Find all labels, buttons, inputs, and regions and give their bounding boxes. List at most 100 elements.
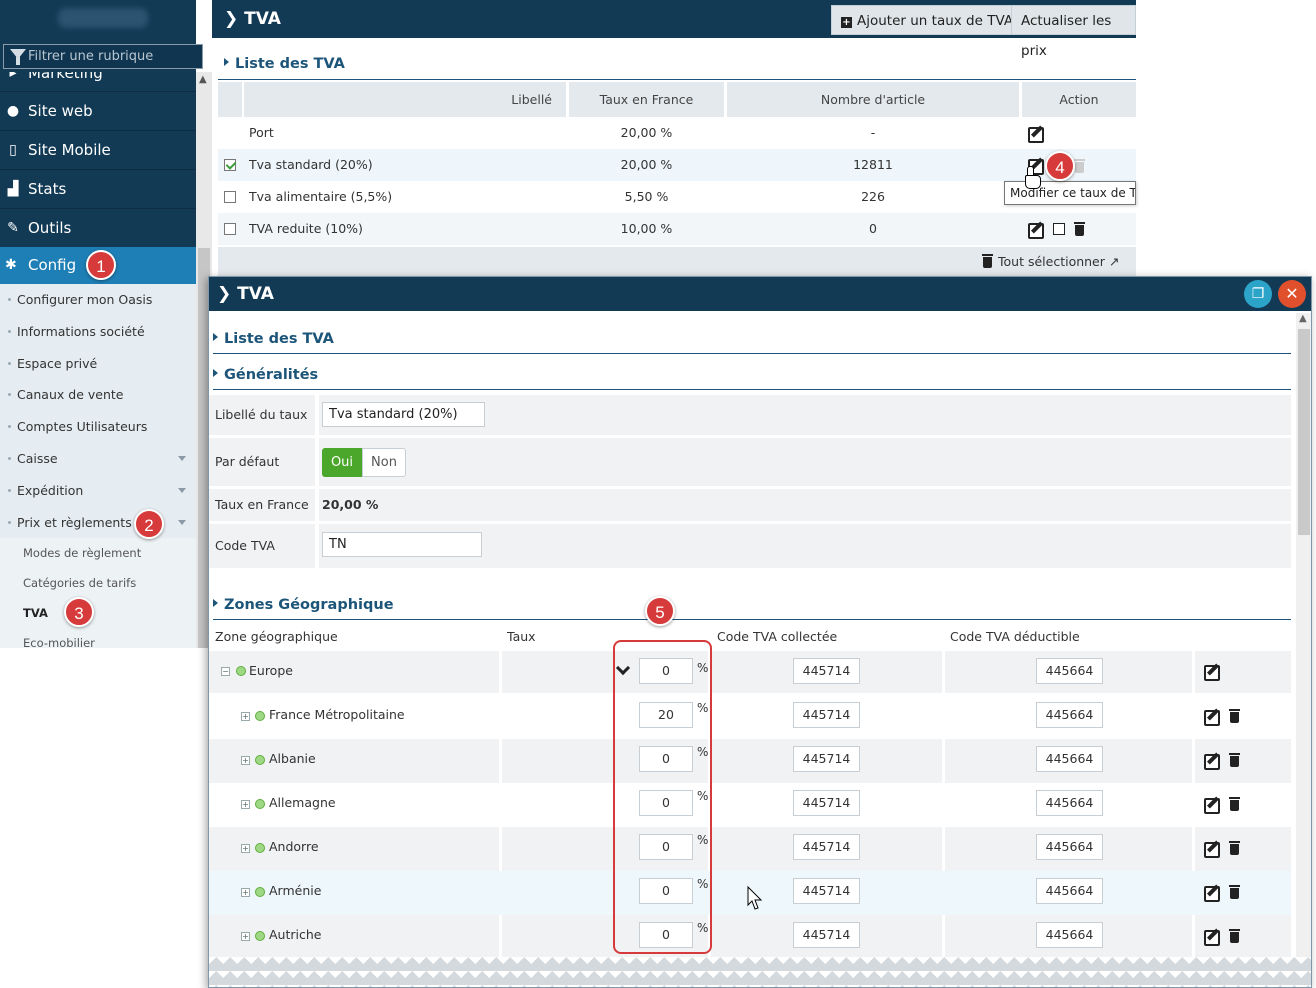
scrollbar-thumb[interactable]: [198, 248, 210, 648]
deductible-code-input[interactable]: 445664: [1036, 702, 1103, 728]
row-rate: 20,00 %: [620, 157, 673, 172]
expand-icon[interactable]: +: [241, 756, 250, 765]
edit-icon[interactable]: [1204, 797, 1221, 814]
trash-icon[interactable]: [1229, 709, 1240, 723]
expand-icon[interactable]: +: [241, 712, 250, 721]
section-title-zones[interactable]: Zones Géographique: [213, 597, 394, 613]
edit-icon[interactable]: [1204, 929, 1221, 946]
page-title: ❯ TVA: [224, 9, 281, 29]
submenu-item-prix[interactable]: Prix et règlements: [0, 507, 196, 539]
column-header-count[interactable]: Nombre d'article: [727, 82, 1019, 117]
close-button[interactable]: ✕: [1278, 280, 1306, 308]
edit-icon[interactable]: [1028, 126, 1045, 143]
expand-icon[interactable]: +: [241, 844, 250, 853]
submenu-item[interactable]: Comptes Utilisateurs: [0, 411, 196, 443]
deductible-code-input[interactable]: 445664: [1036, 746, 1103, 772]
expand-icon[interactable]: +: [241, 888, 250, 897]
section-title-general[interactable]: Généralités: [213, 367, 318, 383]
mobile-icon: ▯: [9, 142, 17, 158]
submenu-item-categories[interactable]: Catégories de tarifs: [23, 576, 137, 590]
submenu-item[interactable]: Configurer mon Oasis: [0, 284, 196, 316]
column-header-rate[interactable]: Taux en France: [569, 82, 724, 117]
submenu-item-tva[interactable]: TVA: [23, 606, 48, 620]
submenu-item-expedition[interactable]: Expédition: [0, 475, 196, 507]
sidebar-item-site-web[interactable]: ● Site web: [0, 91, 196, 129]
copy-window-button[interactable]: ❐: [1244, 280, 1272, 308]
edit-icon[interactable]: [1028, 222, 1045, 239]
row-checkbox[interactable]: [224, 223, 236, 235]
toggle-yes[interactable]: Oui: [322, 448, 362, 477]
vat-code-input[interactable]: TN: [322, 532, 482, 557]
trash-icon[interactable]: [1229, 929, 1240, 943]
rate-input[interactable]: 0: [639, 658, 693, 684]
submenu-item[interactable]: Canaux de vente: [0, 379, 196, 411]
deductible-code-input[interactable]: 445664: [1036, 790, 1103, 816]
collected-code-input[interactable]: 445714: [793, 834, 860, 860]
deductible-code-input[interactable]: 445664: [1036, 834, 1103, 860]
arrow-cursor-icon: [747, 886, 763, 910]
filter-input[interactable]: Filtrer une rubrique: [3, 44, 203, 69]
row-action-checkbox[interactable]: [1053, 223, 1065, 235]
select-all-button[interactable]: Tout sélectionner ↗: [982, 247, 1119, 277]
submenu-item-modes[interactable]: Modes de règlement: [23, 546, 142, 560]
collected-code-input[interactable]: 445714: [793, 658, 860, 684]
trash-icon[interactable]: [1229, 753, 1240, 767]
field-label: Libellé du taux: [215, 407, 308, 422]
edit-icon[interactable]: [1204, 885, 1221, 902]
submenu-item-caisse[interactable]: Caisse: [0, 443, 196, 475]
sidebar-item-outils[interactable]: ✎ Outils: [0, 208, 196, 246]
rate-input[interactable]: 0: [639, 790, 693, 816]
modal-scrollbar[interactable]: ▲: [1296, 313, 1311, 987]
torn-edge: [209, 957, 1311, 987]
step-badge: 2: [134, 509, 164, 539]
collected-code-input[interactable]: 445714: [793, 878, 860, 904]
edit-icon[interactable]: [1204, 709, 1221, 726]
edit-icon[interactable]: [1204, 841, 1221, 858]
section-title-list[interactable]: Liste des TVA: [224, 56, 345, 72]
sidebar-item-stats[interactable]: ▟ Stats: [0, 169, 196, 207]
scroll-up-icon[interactable]: ▲: [199, 74, 207, 85]
sidebar-item-marketing[interactable]: ▸ Marketing: [0, 72, 196, 83]
rate-input[interactable]: 0: [639, 922, 693, 948]
submenu-item-eco[interactable]: Eco-mobilier: [23, 636, 95, 648]
scrollbar-thumb[interactable]: [1298, 329, 1310, 535]
submenu-item[interactable]: Informations société: [0, 316, 196, 348]
row-checkbox[interactable]: [224, 191, 236, 203]
column-header-label[interactable]: Libellé: [244, 82, 566, 117]
section-title-list[interactable]: Liste des TVA: [213, 331, 334, 347]
collected-code-input[interactable]: 445714: [793, 746, 860, 772]
collected-code-input[interactable]: 445714: [793, 702, 860, 728]
expand-icon[interactable]: +: [241, 800, 250, 809]
rate-input[interactable]: 20: [639, 702, 693, 728]
collected-code-input[interactable]: 445714: [793, 922, 860, 948]
column-divider: [499, 871, 502, 915]
trash-icon[interactable]: [1229, 797, 1240, 811]
rate-input[interactable]: 0: [639, 834, 693, 860]
rate-input[interactable]: 0: [639, 746, 693, 772]
row-checkbox[interactable]: [224, 159, 236, 171]
trash-icon[interactable]: [1229, 885, 1240, 899]
deductible-code-input[interactable]: 445664: [1036, 922, 1103, 948]
refresh-prices-button[interactable]: Actualiser les prix: [1011, 5, 1136, 59]
trash-icon[interactable]: [1074, 222, 1085, 236]
toggle-no[interactable]: Non: [362, 448, 406, 477]
sidebar-item-site-mobile[interactable]: ▯ Site Mobile: [0, 130, 196, 168]
deductible-code-input[interactable]: 445664: [1036, 658, 1103, 684]
table-row: Port 20,00 % -: [218, 117, 1136, 149]
edit-icon[interactable]: [1204, 753, 1221, 770]
rate-input[interactable]: 0: [639, 878, 693, 904]
trash-icon[interactable]: [1229, 841, 1240, 855]
deductible-code-input[interactable]: 445664: [1036, 878, 1103, 904]
scroll-up-icon[interactable]: ▲: [1299, 313, 1307, 324]
collapse-icon[interactable]: −: [221, 667, 230, 676]
table-row: Tva alimentaire (5,5%) 5,50 % 226: [218, 181, 1136, 213]
rate-name-input[interactable]: Tva standard (20%): [322, 402, 485, 427]
row-rate: 10,00 %: [620, 221, 673, 236]
collected-code-input[interactable]: 445714: [793, 790, 860, 816]
trash-icon[interactable]: [1074, 159, 1085, 173]
edit-icon[interactable]: [1204, 664, 1221, 681]
zone-row: + Arménie 0 % 445714 445664: [209, 871, 1291, 915]
add-vat-rate-button[interactable]: + Ajouter un taux de TVA: [831, 5, 1024, 35]
submenu-item[interactable]: Espace privé: [0, 348, 196, 380]
expand-icon[interactable]: +: [241, 932, 250, 941]
